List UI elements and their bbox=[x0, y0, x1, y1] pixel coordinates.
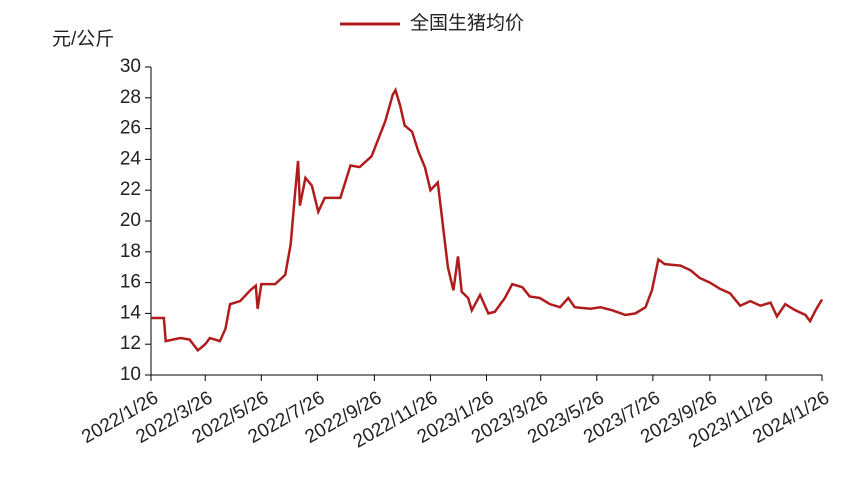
data-line bbox=[151, 87, 824, 353]
y-tick-label: 10 bbox=[120, 364, 141, 385]
y-tick-label: 24 bbox=[120, 148, 142, 169]
y-tick-label: 22 bbox=[120, 179, 141, 200]
y-tick-label: 28 bbox=[120, 87, 141, 108]
y-tick-label: 12 bbox=[120, 333, 141, 354]
y-tick-label: 26 bbox=[120, 118, 141, 139]
y-tick-label: 20 bbox=[120, 210, 141, 231]
legend-label: 全国生猪均价 bbox=[410, 12, 524, 34]
y-tick-label: 18 bbox=[120, 241, 141, 262]
y-tick-label: 16 bbox=[120, 272, 141, 293]
y-axis-label: 元/公斤 bbox=[52, 28, 114, 50]
y-tick-label: 14 bbox=[120, 302, 142, 323]
y-tick-label: 30 bbox=[120, 56, 141, 77]
